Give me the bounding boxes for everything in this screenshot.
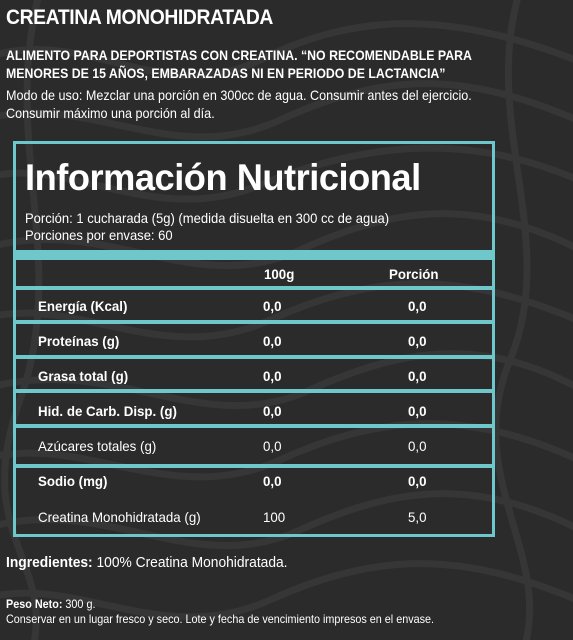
value-per-100g: 0,0 — [263, 438, 282, 454]
nutrient-name: Sodio (mg) — [38, 473, 108, 489]
value-per-portion: 0,0 — [408, 368, 427, 384]
column-header-100g: 100g — [264, 266, 295, 282]
nutrient-name: Energía (Kcal) — [38, 298, 128, 314]
nutrient-name: Creatina Monohidratada (g) — [38, 509, 201, 525]
table-divider — [16, 320, 492, 324]
value-per-portion: 0,0 — [408, 298, 427, 314]
table-divider — [16, 424, 492, 428]
value-per-100g: 0,0 — [263, 473, 282, 489]
nutrition-heading: Información Nutricional — [25, 157, 421, 198]
storage-instructions: Conservar en un lugar fresco y seco. Lot… — [6, 612, 435, 626]
table-row: Hid. de Carb. Disp. (g) 0,0 0,0 — [16, 401, 492, 421]
warning-line: ALIMENTO PARA DEPORTISTAS CON CREATINA. … — [6, 47, 472, 63]
value-per-100g: 0,0 — [263, 403, 282, 419]
table-row: Energía (Kcal) 0,0 0,0 — [16, 296, 492, 316]
ingredients-text: 100% Creatina Monohidratada. — [92, 554, 288, 571]
value-per-100g: 0,0 — [263, 298, 282, 314]
product-title: CREATINA MONOHIDRATADA — [6, 6, 274, 29]
table-divider — [16, 355, 492, 359]
ingredients: Ingredientes: 100% Creatina Monohidratad… — [6, 554, 288, 571]
nutrient-name: Azúcares totales (g) — [38, 438, 157, 454]
usage-line: Consumir máximo una porción al día. — [6, 105, 215, 121]
value-per-portion: 5,0 — [408, 509, 427, 525]
warning-text: ALIMENTO PARA DEPORTISTAS CON CREATINA. … — [6, 46, 534, 82]
table-row: Creatina Monohidratada (g) 100 5,0 — [16, 507, 492, 527]
value-per-portion: 0,0 — [408, 403, 427, 419]
table-row: Grasa total (g) 0,0 0,0 — [16, 366, 492, 386]
table-row: Proteínas (g) 0,0 0,0 — [16, 331, 492, 351]
ingredients-label: Ingredientes: — [6, 554, 93, 571]
serving-size: Porción: 1 cucharada (5g) (medida disuel… — [25, 210, 390, 226]
column-header-portion: Porción — [389, 266, 439, 282]
table-row: Azúcares totales (g) 0,0 0,0 — [16, 436, 492, 456]
servings-per-container: Porciones por envase: 60 — [25, 227, 173, 243]
table-divider — [16, 286, 492, 290]
table-divider — [16, 464, 492, 468]
net-weight-value: 300 g. — [62, 597, 96, 611]
value-per-100g: 0,0 — [263, 368, 282, 384]
nutrition-facts-table: Información Nutricional Porción: 1 cucha… — [13, 141, 495, 537]
value-per-portion: 0,0 — [408, 333, 427, 349]
net-weight-label: Peso Neto: — [6, 597, 63, 611]
value-per-portion: 0,0 — [408, 473, 427, 489]
nutrient-name: Hid. de Carb. Disp. (g) — [38, 403, 177, 419]
nutrient-name: Proteínas (g) — [38, 333, 120, 349]
usage-instructions: Modo de uso: Mezclar una porción en 300c… — [6, 86, 564, 122]
usage-line: Modo de uso: Mezclar una porción en 300c… — [6, 87, 472, 103]
value-per-portion: 0,0 — [408, 438, 427, 454]
net-weight: Peso Neto: 300 g. — [6, 597, 95, 611]
nutrient-name: Grasa total (g) — [38, 368, 129, 384]
table-divider — [16, 389, 492, 393]
table-row: Sodio (mg) 0,0 0,0 — [16, 471, 492, 491]
value-per-100g: 100 — [263, 509, 286, 525]
warning-line: MENORES DE 15 AÑOS, EMBARAZADAS NI EN PE… — [6, 65, 446, 81]
table-divider-thick — [16, 250, 492, 260]
value-per-100g: 0,0 — [263, 333, 282, 349]
